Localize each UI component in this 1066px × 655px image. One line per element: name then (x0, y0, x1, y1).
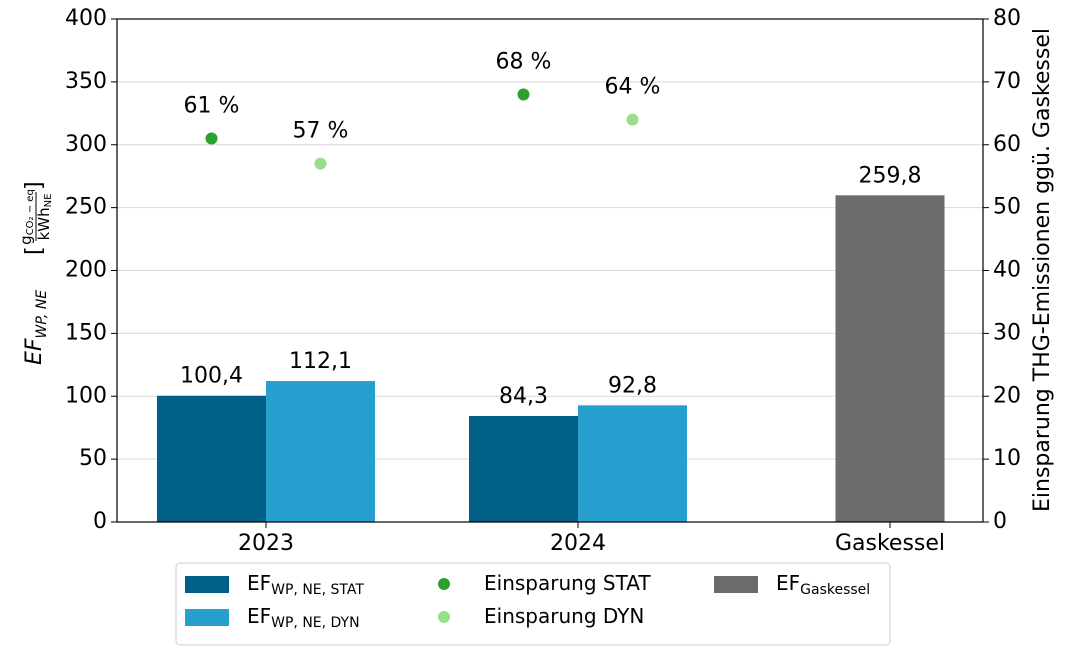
point (205, 132, 218, 145)
legend-marker (438, 611, 450, 623)
bar (157, 395, 266, 522)
y-label-main: EFWP, NE (22, 290, 50, 365)
value-label: 68 % (496, 49, 552, 74)
legend-box (175, 562, 891, 646)
legend-label: Einsparung STAT (484, 571, 651, 595)
value-label: 259,8 (859, 163, 922, 188)
bar (469, 415, 578, 522)
legend-swatch (185, 609, 229, 626)
y-label-num-sub: CO₂ − eq (25, 189, 36, 235)
legend-name: EF (247, 604, 271, 628)
y-tick-label: 100 (65, 383, 107, 408)
y-label-num-main: g (17, 235, 35, 245)
value-label: 57 % (293, 119, 349, 144)
y-tick-label: 250 (65, 195, 107, 220)
legend-subscript: WP, NE, STAT (271, 582, 364, 598)
point (314, 157, 327, 170)
y-tick-label: 150 (65, 320, 107, 345)
legend-name: Einsparung STAT (484, 571, 651, 595)
y-tick-label: 400 (65, 6, 107, 31)
y-tick-label: 200 (65, 258, 107, 283)
marks: 100,4 84,3 112,1 92,8 61 % 68 % 57 % 64 % 259,8 (157, 49, 945, 522)
legend-subscript: Gaskessel (800, 582, 870, 598)
y-label-bracket: ] (22, 181, 47, 190)
value-label: 61 % (184, 93, 240, 118)
y2-tick-label: 50 (993, 195, 1021, 220)
value-label: 84,3 (499, 384, 548, 409)
y2-tick-label: 30 (993, 320, 1021, 345)
x-tick-label: 2024 (550, 531, 606, 556)
value-label: 100,4 (180, 364, 243, 389)
y2-tick-label: 70 (993, 69, 1021, 94)
y-label-den: kWhNE (35, 194, 55, 241)
y-tick-label: 0 (93, 509, 107, 534)
legend-swatch (714, 576, 758, 593)
legend-label: Einsparung DYN (484, 604, 644, 628)
y2-tick-label: 80 (993, 6, 1021, 31)
bar (835, 195, 945, 522)
y-label-den-sub: NE (43, 194, 54, 208)
legend-label: EFWP, NE, STAT (247, 571, 364, 599)
y-label-sub: WP, NE (34, 290, 50, 339)
legend-name: EF (776, 571, 800, 595)
y-label-ef: EF (22, 338, 47, 365)
point (517, 88, 530, 101)
legend-subscript: WP, NE, DYN (271, 615, 359, 631)
value-label: 64 % (605, 75, 661, 100)
x-tick-label: Gaskessel (835, 531, 945, 556)
y2-tick-label: 0 (993, 509, 1007, 534)
y2-tick-label: 40 (993, 258, 1021, 283)
y2-tick-label: 20 (993, 383, 1021, 408)
value-label: 92,8 (608, 373, 657, 398)
legend-marker (438, 578, 450, 590)
bar (266, 381, 375, 522)
legend-name: EF (247, 571, 271, 595)
y2-tick-label: 60 (993, 132, 1021, 157)
bar (578, 405, 687, 522)
y-label-bracket: [ (22, 246, 47, 255)
y-label-den-main: kWh (35, 207, 53, 240)
y-tick-label: 50 (79, 446, 107, 471)
axes: 0 50 100 150 200 250 300 350 400 0 10 20 30 40 50 60 70 8… (65, 6, 1021, 556)
point (626, 113, 639, 126)
legend-label: EFGaskessel (776, 571, 870, 599)
value-label: 112,1 (289, 349, 352, 374)
y2-axis-label: Einsparung THG-Emissionen ggü. Gaskessel (1030, 28, 1055, 512)
legend-name: Einsparung DYN (484, 604, 644, 628)
legend-label: EFWP, NE, DYN (247, 604, 360, 632)
legend-swatch (185, 576, 229, 593)
y-label-num: gCO₂ − eq (17, 189, 37, 245)
y-tick-label: 300 (65, 132, 107, 157)
y-tick-label: 350 (65, 69, 107, 94)
x-tick-label: 2023 (238, 531, 294, 556)
y2-tick-label: 10 (993, 446, 1021, 471)
